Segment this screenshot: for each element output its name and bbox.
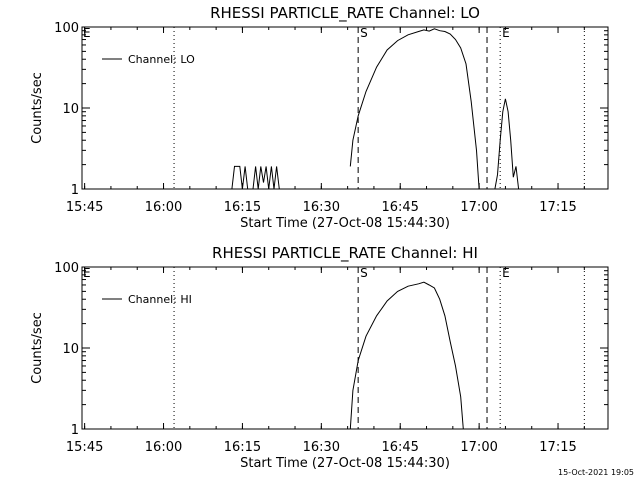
x-tick-label: 16:15: [224, 440, 261, 455]
footer-timestamp: 15-Oct-2021 19:05: [558, 468, 634, 477]
series-line: [231, 165, 280, 190]
series-line: [494, 98, 520, 190]
y-axis-label: Counts/sec: [30, 312, 45, 384]
y-tick-label: 10: [62, 342, 79, 357]
series-line: [349, 28, 480, 190]
y-tick-label: 100: [54, 21, 79, 36]
x-tick-label: 17:00: [460, 200, 497, 215]
y-tick-label: 10: [62, 102, 79, 117]
x-tick-label: 15:45: [66, 200, 103, 215]
x-tick-label: 17:15: [539, 200, 576, 215]
x-tick-label: 17:00: [460, 440, 497, 455]
x-axis-label: Start Time (27-Oct-08 15:44:30): [240, 456, 450, 471]
marker-label: E: [502, 26, 510, 40]
lo-channel-chart: RHESSI PARTICLE_RATE Channel: LO 15:45 16:…: [30, 4, 609, 231]
x-tick-label: 16:15: [224, 200, 261, 215]
series-line: [349, 281, 464, 430]
x-axis-label: Start Time (27-Oct-08 15:44:30): [240, 216, 450, 231]
plot-frame: [81, 266, 609, 430]
y-tick-label: 100: [54, 261, 79, 276]
marker-label: S: [360, 26, 368, 40]
y-axis-label: Counts/sec: [30, 72, 45, 144]
corner-label: E: [83, 26, 91, 40]
hi-channel-chart: RHESSI PARTICLE_RATE Channel: HI 15:45 16:…: [30, 244, 609, 471]
plot-frame: [81, 26, 609, 190]
x-tick-label: 16:45: [381, 200, 418, 215]
legend-label: Channel: LO: [128, 53, 195, 66]
marker-label: S: [360, 266, 368, 280]
y-tick-label: 1: [71, 423, 79, 438]
x-tick-label: 16:45: [381, 440, 418, 455]
x-tick-label: 16:00: [145, 200, 182, 215]
corner-label: E: [83, 266, 91, 280]
chart-title: RHESSI PARTICLE_RATE Channel: LO: [210, 4, 480, 23]
x-tick-label: 16:30: [303, 200, 340, 215]
marker-label: E: [502, 266, 510, 280]
x-tick-label: 15:45: [66, 440, 103, 455]
legend-label: Channel: HI: [128, 293, 192, 306]
chart-title: RHESSI PARTICLE_RATE Channel: HI: [212, 244, 478, 263]
x-tick-label: 16:00: [145, 440, 182, 455]
x-tick-label: 17:15: [539, 440, 576, 455]
y-tick-label: 1: [71, 183, 79, 198]
x-tick-label: 16:30: [303, 440, 340, 455]
